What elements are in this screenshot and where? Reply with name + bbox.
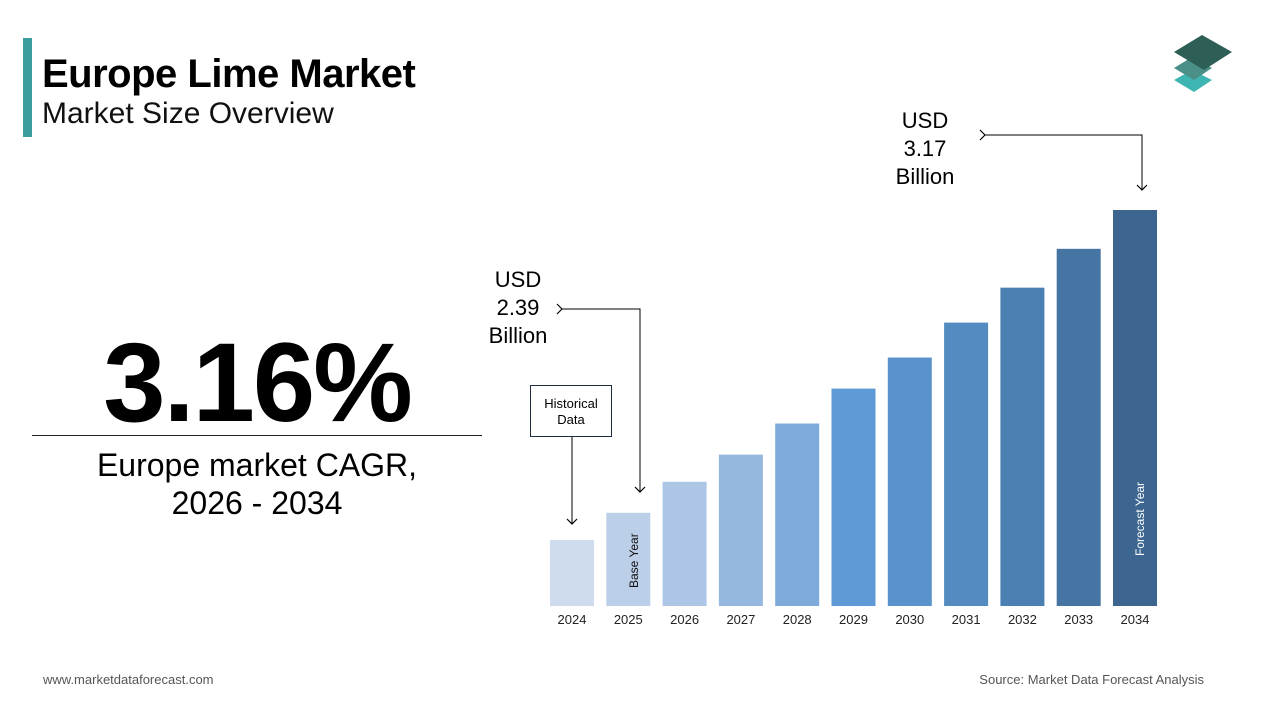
forecast-arrow	[979, 129, 1148, 191]
base-arrow	[556, 303, 646, 493]
base-value-annotation: USD 2.39 Billion	[478, 266, 558, 350]
ann-line: 2.39	[496, 295, 540, 320]
bar-2030	[887, 357, 932, 606]
title-accent-bar	[23, 38, 32, 137]
ann-line: USD	[494, 267, 542, 292]
bar-2027	[718, 454, 763, 606]
x-tick-label: 2031	[952, 612, 981, 627]
bar-2024	[550, 540, 594, 606]
page-subtitle: Market Size Overview	[42, 97, 334, 130]
x-tick-label: 2033	[1064, 612, 1093, 627]
website-link[interactable]: www.marketdataforecast.com	[43, 672, 214, 687]
x-tick-label: 2027	[726, 612, 755, 627]
cagr-label-line1: Europe market CAGR,	[96, 447, 418, 483]
x-tick-label: 2025	[614, 612, 643, 627]
x-tick-label: 2034	[1121, 612, 1150, 627]
logo-icon	[1174, 35, 1232, 92]
x-tick-label: 2032	[1008, 612, 1037, 627]
cagr-value: 3.16%	[103, 320, 413, 445]
bar-2033	[1056, 248, 1101, 606]
x-tick-label: 2030	[895, 612, 924, 627]
x-tick-label: 2029	[839, 612, 868, 627]
ann-line: Billion	[488, 323, 548, 348]
x-tick-label: 2024	[558, 612, 587, 627]
x-tick-label: 2028	[783, 612, 812, 627]
bar-2026	[662, 481, 707, 606]
source-note: Source: Market Data Forecast Analysis	[979, 672, 1204, 687]
bar-2034	[1113, 210, 1157, 606]
divider	[32, 435, 482, 436]
page-title: Europe Lime Market	[42, 52, 416, 96]
forecast-year-label: Forecast Year	[1133, 482, 1147, 556]
forecast-value-annotation: USD 3.17 Billion	[880, 107, 970, 191]
cagr-label-line2: 2026 - 2034	[171, 485, 343, 521]
base-year-label: Base Year	[627, 533, 641, 588]
x-tick-label: 2026	[670, 612, 699, 627]
bar-2029	[831, 388, 876, 606]
ann-line: 3.17	[903, 136, 947, 161]
cagr-label: Europe market CAGR, 2026 - 2034	[32, 446, 482, 522]
ann-line: USD	[901, 108, 949, 133]
bar-2025	[606, 512, 651, 606]
ann-line: Billion	[895, 164, 955, 189]
bar-2031	[944, 322, 989, 606]
bar-2028	[775, 423, 820, 606]
bar-2032	[1000, 287, 1045, 606]
